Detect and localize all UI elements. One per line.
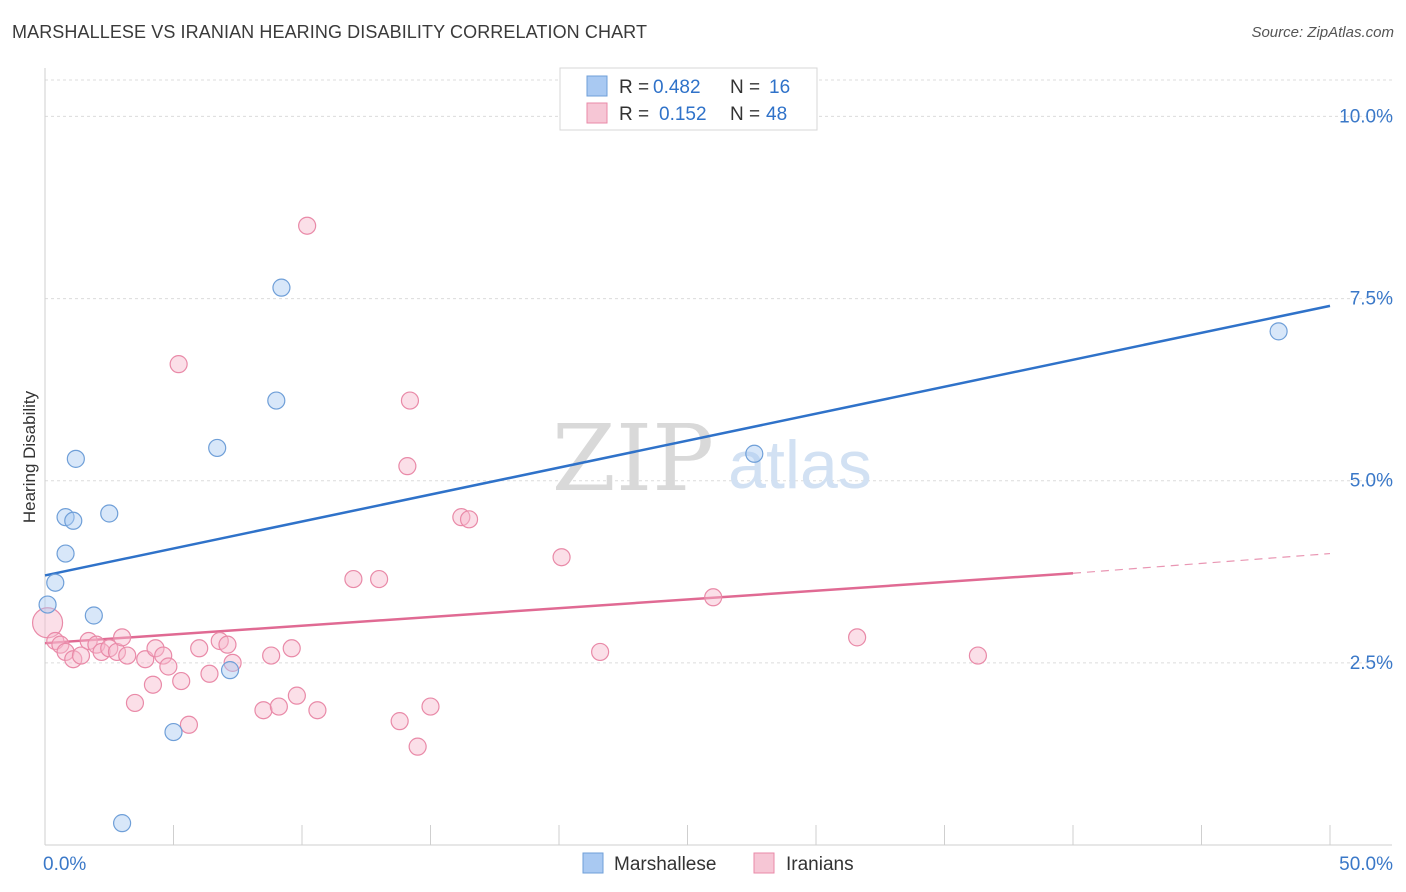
iranians-point	[344, 569, 363, 589]
watermark-zip: ZIP	[552, 405, 714, 512]
iranians-point	[254, 701, 273, 720]
iranians-point	[390, 712, 409, 731]
trend-lines	[44, 304, 1331, 645]
marshallese-point	[64, 511, 83, 530]
iranians-point	[408, 737, 427, 756]
iranians-point	[200, 664, 219, 683]
svg-text:N =: N =	[730, 77, 760, 98]
marshallese-point	[66, 449, 85, 468]
iranians-point	[125, 693, 145, 713]
iranians-point	[704, 588, 723, 607]
iranians-point	[308, 701, 327, 720]
marshallese-point	[272, 278, 291, 297]
svg-text:N =: N =	[730, 104, 760, 125]
iranians-point	[190, 639, 209, 658]
iranians-point	[459, 510, 479, 529]
iranians-point	[421, 697, 440, 716]
iranians-point	[269, 697, 288, 716]
iranians-point	[287, 686, 306, 705]
stats-swatch-marshallese	[586, 75, 608, 97]
stats-r-iranians: 0.152	[659, 104, 707, 125]
data-points	[31, 216, 1288, 833]
marshallese-point	[267, 391, 286, 410]
marshallese-point	[56, 544, 75, 563]
iranians-point	[143, 675, 163, 694]
axes	[44, 68, 1392, 846]
iranians-point	[282, 639, 301, 658]
iranians-point	[400, 391, 420, 410]
grid-lines	[45, 79, 1392, 664]
marshallese-point	[1269, 322, 1288, 341]
chart-title: MARSHALLESE VS IRANIAN HEARING DISABILIT…	[12, 22, 648, 42]
iranians-point	[159, 657, 178, 676]
iranians-point	[848, 628, 867, 647]
iranians-point	[172, 671, 191, 691]
stats-r-marshallese: 0.482	[653, 77, 701, 98]
iranians-point	[298, 216, 317, 235]
iranians-trend-line	[44, 571, 1074, 645]
iranians-point	[218, 635, 237, 654]
watermark: ZIP atlas	[552, 405, 872, 512]
marshallese-point	[164, 722, 183, 742]
iranians-point	[179, 715, 199, 734]
marshallese-point	[100, 504, 119, 523]
y-tick-label: 7.5%	[1350, 289, 1393, 310]
source-label: Source: ZipAtlas.com	[1251, 24, 1394, 41]
marshallese-point	[38, 595, 57, 614]
x-tick-label: 50.0%	[1339, 854, 1393, 875]
tick-labels: 2.5% 5.0% 7.5% 10.0% 0.0% 50.0%	[43, 106, 1393, 875]
stats-swatch-iranians	[586, 102, 608, 124]
legend-label-iranians: Iranians	[786, 854, 854, 875]
series-legend: Marshallese Iranians	[582, 852, 854, 875]
stats-legend: R = 0.482 N = 16 R = 0.152 N = 48	[559, 67, 818, 131]
legend-swatch-iranians	[753, 852, 775, 874]
svg-text:R =: R =	[619, 104, 649, 125]
iranians-point	[112, 628, 132, 647]
stats-n-iranians: 48	[766, 104, 787, 125]
iranians-point	[223, 653, 242, 672]
legend-label-marshallese: Marshallese	[614, 854, 716, 875]
iranians-point	[146, 639, 165, 658]
iranians-point	[398, 457, 417, 476]
iranians-point	[169, 355, 188, 374]
marshallese-point	[112, 814, 132, 833]
iranians-point	[968, 646, 988, 665]
iranians-point	[552, 548, 571, 567]
marshallese-point	[208, 438, 227, 458]
watermark-atlas: atlas	[728, 427, 872, 503]
iranians-point	[118, 646, 137, 665]
iranians-point	[370, 569, 389, 589]
iranians-point	[591, 642, 610, 662]
marshallese-point	[46, 573, 65, 592]
iranians-point	[56, 642, 75, 662]
y-tick-label: 10.0%	[1339, 106, 1393, 127]
iranians-trend-extension	[1072, 552, 1331, 574]
y-tick-label: 2.5%	[1350, 653, 1393, 674]
svg-text:R =: R =	[619, 77, 649, 98]
iranians-point	[154, 646, 173, 665]
y-tick-label: 5.0%	[1350, 471, 1393, 492]
marshallese-point	[745, 444, 764, 463]
legend-swatch-marshallese	[582, 852, 604, 874]
marshallese-trend-line	[44, 304, 1331, 577]
iranians-point	[262, 646, 281, 665]
marshallese-point	[84, 606, 103, 625]
marshallese-point	[220, 661, 240, 680]
iranians-point	[71, 646, 91, 665]
x-tick-label: 0.0%	[43, 854, 86, 875]
stats-n-marshallese: 16	[769, 77, 790, 98]
